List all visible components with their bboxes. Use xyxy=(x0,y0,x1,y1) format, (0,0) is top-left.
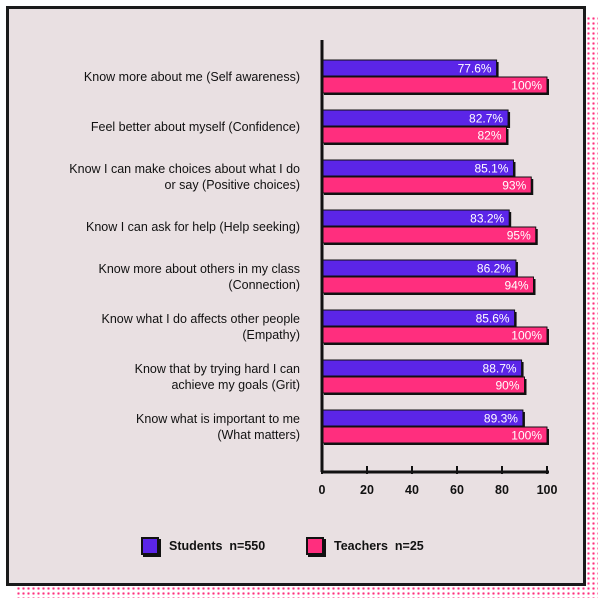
teachers-bar xyxy=(321,376,525,394)
category-label-line: Know I can ask for help (Help seeking) xyxy=(86,220,300,234)
legend-teachers: Teachers n=25 xyxy=(306,537,424,555)
x-tick-label: 0 xyxy=(319,483,326,497)
students-swatch xyxy=(141,537,159,555)
category-label-line: Know more about me (Self awareness) xyxy=(83,70,300,84)
chart-card xyxy=(6,6,586,586)
teachers-data-label: 100% xyxy=(511,329,542,343)
x-tick-label: 80 xyxy=(495,483,509,497)
x-tick-label: 20 xyxy=(360,483,374,497)
category-label: Know I can ask for help (Help seeking) xyxy=(0,219,300,235)
category-label-line: Know that by trying hard I can xyxy=(134,362,300,376)
students-data-label: 77.6% xyxy=(458,62,492,76)
category-label: Know what is important to me (What matter… xyxy=(0,411,300,443)
teachers-bar xyxy=(321,176,532,194)
teachers-data-label: 93% xyxy=(502,179,526,193)
teachers-data-label: 100% xyxy=(511,429,542,443)
students-data-label: 83.2% xyxy=(470,212,504,226)
category-label-line: Know I can make choices about what I do xyxy=(69,162,300,176)
category-label-line: Know what is important to me xyxy=(136,412,300,426)
x-tick-label: 100 xyxy=(537,483,558,497)
teachers-swatch xyxy=(306,537,324,555)
legend-students: Students n=550 xyxy=(141,537,265,555)
teachers-data-label: 94% xyxy=(504,279,528,293)
teachers-data-label: 95% xyxy=(507,229,531,243)
students-data-label: 85.1% xyxy=(474,162,508,176)
category-label-line: (Connection) xyxy=(228,278,300,292)
students-data-label: 85.6% xyxy=(476,312,510,326)
students-data-label: 86.2% xyxy=(477,262,511,276)
x-tick-label: 40 xyxy=(405,483,419,497)
category-label: Know I can make choices about what I do o… xyxy=(0,161,300,193)
category-label-line: Know what I do affects other people xyxy=(101,312,300,326)
category-label-line: or say (Positive choices) xyxy=(164,178,300,192)
category-label-line: (What matters) xyxy=(217,428,300,442)
teachers-bar xyxy=(321,276,534,294)
students-data-label: 89.3% xyxy=(484,412,518,426)
category-label: Know what I do affects other people (Empa… xyxy=(0,311,300,343)
category-label-line: Feel better about myself (Confidence) xyxy=(90,120,300,134)
teachers-data-label: 100% xyxy=(511,79,542,93)
x-tick-label: 60 xyxy=(450,483,464,497)
students-data-label: 82.7% xyxy=(469,112,503,126)
legend-students-label: Students n=550 xyxy=(169,539,266,553)
category-label: Feel better about myself (Confidence) xyxy=(0,119,300,135)
teachers-bar xyxy=(321,226,537,244)
students-data-label: 88.7% xyxy=(483,362,517,376)
legend-teachers-label: Teachers n=25 xyxy=(334,539,424,553)
teachers-data-label: 82% xyxy=(477,129,501,143)
category-label-line: achieve my goals (Grit) xyxy=(171,378,300,392)
category-label: Know more about me (Self awareness) xyxy=(0,69,300,85)
teachers-data-label: 90% xyxy=(495,379,519,393)
category-label: Know more about others in my class (Conne… xyxy=(0,261,300,293)
category-label-line: (Empathy) xyxy=(242,328,300,342)
category-label: Know that by trying hard I can achieve my… xyxy=(0,361,300,393)
category-label-line: Know more about others in my class xyxy=(98,262,300,276)
